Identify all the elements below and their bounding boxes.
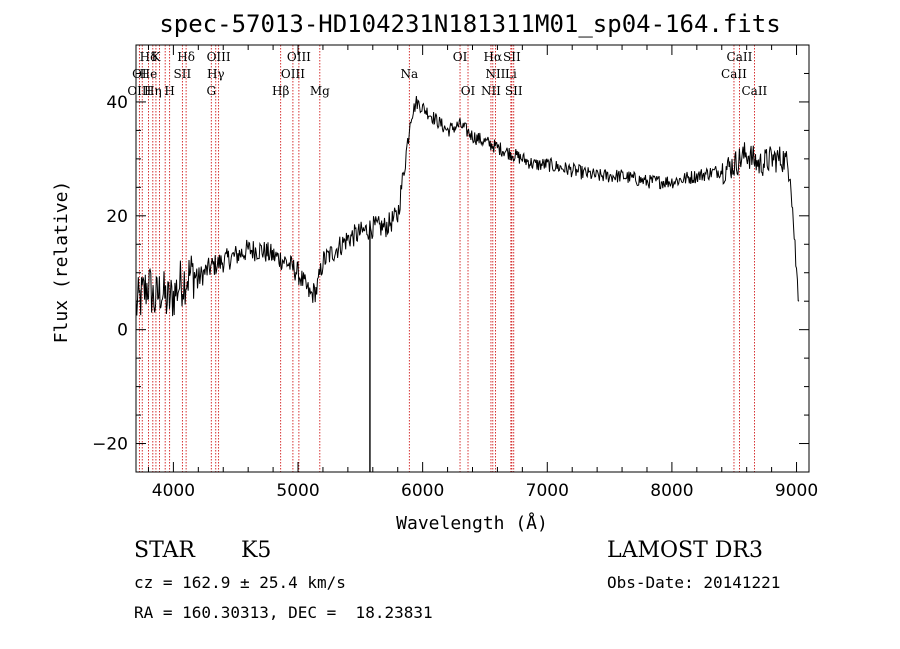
- spectrum-series-line: [135, 95, 800, 317]
- emission-line-label: CaII: [727, 50, 753, 64]
- x-tick-label: 5000: [276, 481, 319, 501]
- emission-line-label: Hβ: [272, 84, 289, 98]
- x-tick-label: 8000: [650, 481, 693, 501]
- coordinates: RA = 160.30313, DEC = 18.23831: [134, 603, 433, 622]
- y-axis-label: Flux (relative): [51, 181, 72, 344]
- redshift-velocity: cz = 162.9 ± 25.4 km/s: [134, 573, 346, 592]
- emission-line-label: OIII: [287, 50, 311, 64]
- y-tick-label: 0: [117, 321, 128, 341]
- emission-line-label: OIII: [127, 84, 151, 98]
- emission-line-label: He: [140, 67, 158, 81]
- observation-date: Obs-Date: 20141221: [607, 573, 781, 592]
- emission-line-label: Hα: [484, 50, 503, 64]
- survey-name: LAMOST DR3: [607, 538, 763, 563]
- emission-line-label: OIII: [281, 67, 305, 81]
- emission-line-label: Li: [505, 67, 517, 81]
- y-axis-ticks: −20 0 20 40: [92, 44, 809, 473]
- emission-line-label: K: [151, 50, 161, 64]
- emission-line-label: Mg: [310, 84, 330, 98]
- emission-line-label: OIII: [207, 50, 231, 64]
- x-tick-label: 7000: [526, 481, 569, 501]
- object-subclass: K5: [241, 538, 272, 563]
- y-tick-label: −20: [92, 435, 128, 455]
- emission-line-label: OI: [461, 84, 476, 98]
- emission-line-label: SII: [505, 84, 523, 98]
- x-tick-label: 4000: [152, 481, 195, 501]
- emission-line-label: Hγ: [207, 67, 225, 81]
- emission-line-label: SII: [503, 50, 521, 64]
- emission-line-label: CaII: [741, 84, 767, 98]
- emission-line-label: OI: [453, 50, 468, 64]
- emission-line-label: NII: [485, 67, 505, 81]
- emission-line-label: Hδ: [140, 50, 158, 64]
- x-tick-label: 6000: [401, 481, 444, 501]
- emission-line-label: Hη: [144, 84, 162, 98]
- emission-line-label: G: [206, 84, 216, 98]
- emission-line-label: Na: [400, 67, 418, 81]
- emission-line-label: H: [164, 84, 174, 98]
- emission-line-label: Hδ: [177, 50, 195, 64]
- x-tick-label: 9000: [775, 481, 818, 501]
- emission-line-markers: [138, 45, 755, 472]
- emission-line-label: CaII: [721, 67, 747, 81]
- emission-line-label: SII: [174, 67, 192, 81]
- x-axis-label: Wavelength (Å): [396, 512, 548, 534]
- emission-line-label: NII: [481, 84, 501, 98]
- object-class: STAR: [134, 538, 195, 563]
- y-tick-label: 40: [106, 93, 128, 113]
- chart-title: spec-57013-HD104231N181311M01_sp04-164.f…: [159, 10, 780, 38]
- x-axis-ticks: 4000 5000 6000 7000 8000 9000: [147, 45, 818, 501]
- y-tick-label: 20: [106, 207, 128, 227]
